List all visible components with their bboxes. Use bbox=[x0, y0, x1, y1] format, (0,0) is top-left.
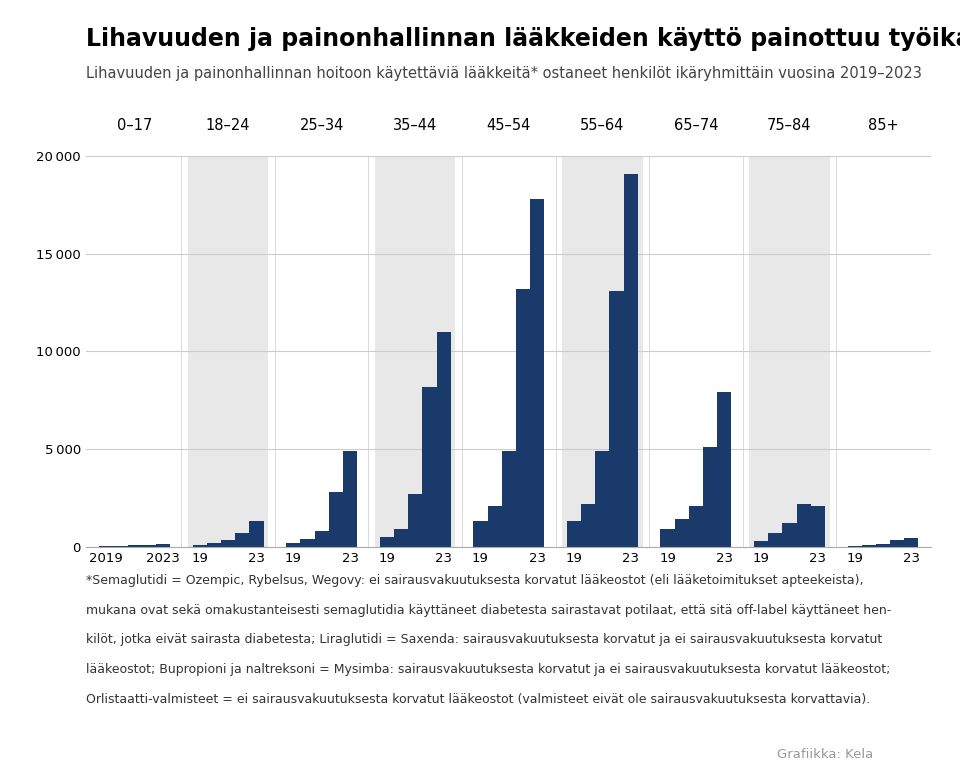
Bar bbox=[156, 544, 170, 547]
Bar bbox=[188, 156, 268, 547]
Bar bbox=[488, 506, 502, 547]
Bar bbox=[315, 531, 328, 547]
Text: 85+: 85+ bbox=[868, 118, 899, 133]
Text: Orlistaatti-valmisteet = ei sairausvakuutuksesta korvatut lääkeostot (valmisteet: Orlistaatti-valmisteet = ei sairausvakuu… bbox=[86, 693, 871, 706]
Text: 75–84: 75–84 bbox=[767, 118, 812, 133]
Bar bbox=[408, 494, 422, 547]
Bar bbox=[99, 546, 113, 547]
Text: Grafiikka: Kela: Grafiikka: Kela bbox=[778, 748, 874, 761]
Bar bbox=[660, 530, 675, 547]
Bar bbox=[516, 289, 530, 547]
Bar bbox=[595, 451, 610, 547]
Bar bbox=[750, 156, 829, 547]
Text: 55–64: 55–64 bbox=[580, 118, 625, 133]
Bar bbox=[235, 533, 250, 547]
Bar bbox=[689, 506, 703, 547]
Bar bbox=[754, 540, 768, 547]
Bar bbox=[810, 506, 825, 547]
Bar bbox=[380, 537, 394, 547]
Text: Lihavuuden ja painonhallinnan hoitoon käytettäviä lääkkeitä* ostaneet henkilöt i: Lihavuuden ja painonhallinnan hoitoon kä… bbox=[86, 66, 923, 81]
Text: 0–17: 0–17 bbox=[117, 118, 153, 133]
Bar bbox=[394, 530, 408, 547]
Bar bbox=[904, 538, 919, 547]
Text: *Semaglutidi = Ozempic, Rybelsus, Wegovy: ei sairausvakuutuksesta korvatut lääke: *Semaglutidi = Ozempic, Rybelsus, Wegovy… bbox=[86, 574, 864, 587]
Bar bbox=[797, 504, 810, 547]
Bar bbox=[300, 539, 315, 547]
Text: Lihavuuden ja painonhallinnan lääkkeiden käyttö painottuu työikäisiin: Lihavuuden ja painonhallinnan lääkkeiden… bbox=[86, 27, 960, 52]
Bar bbox=[328, 492, 343, 547]
Bar bbox=[343, 451, 357, 547]
Bar bbox=[502, 451, 516, 547]
Bar bbox=[890, 540, 904, 547]
Text: lääkeostot; Bupropioni ja naltreksoni = Mysimba: sairausvakuutuksesta korvatut j: lääkeostot; Bupropioni ja naltreksoni = … bbox=[86, 663, 891, 676]
Bar bbox=[703, 447, 717, 547]
Bar bbox=[675, 519, 689, 547]
Bar bbox=[581, 504, 595, 547]
Bar bbox=[567, 522, 581, 547]
Bar bbox=[142, 545, 156, 547]
Bar bbox=[862, 545, 876, 547]
Bar bbox=[530, 199, 544, 547]
Bar bbox=[128, 545, 142, 547]
Text: 35–44: 35–44 bbox=[394, 118, 438, 133]
Text: mukana ovat sekä omakustanteisesti semaglutidia käyttäneet diabetesta sairastava: mukana ovat sekä omakustanteisesti semag… bbox=[86, 604, 892, 617]
Bar bbox=[473, 522, 488, 547]
Bar bbox=[286, 543, 300, 547]
Text: 18–24: 18–24 bbox=[205, 118, 251, 133]
Bar bbox=[250, 522, 264, 547]
Bar bbox=[113, 546, 128, 547]
Bar bbox=[422, 387, 437, 547]
Bar bbox=[876, 544, 890, 547]
Bar bbox=[782, 523, 797, 547]
Bar bbox=[437, 332, 450, 547]
Bar bbox=[221, 540, 235, 547]
Bar bbox=[207, 543, 221, 547]
Bar bbox=[717, 392, 732, 547]
Bar bbox=[375, 156, 455, 547]
Bar bbox=[768, 533, 782, 547]
Bar bbox=[610, 291, 624, 547]
Bar bbox=[193, 545, 207, 547]
Bar bbox=[563, 156, 642, 547]
Text: 25–34: 25–34 bbox=[300, 118, 344, 133]
Text: 65–74: 65–74 bbox=[674, 118, 718, 133]
Bar bbox=[848, 546, 862, 547]
Text: kilöt, jotka eivät sairasta diabetesta; Liraglutidi = Saxenda: sairausvakuutukse: kilöt, jotka eivät sairasta diabetesta; … bbox=[86, 633, 882, 647]
Text: 45–54: 45–54 bbox=[487, 118, 531, 133]
Bar bbox=[624, 173, 637, 547]
